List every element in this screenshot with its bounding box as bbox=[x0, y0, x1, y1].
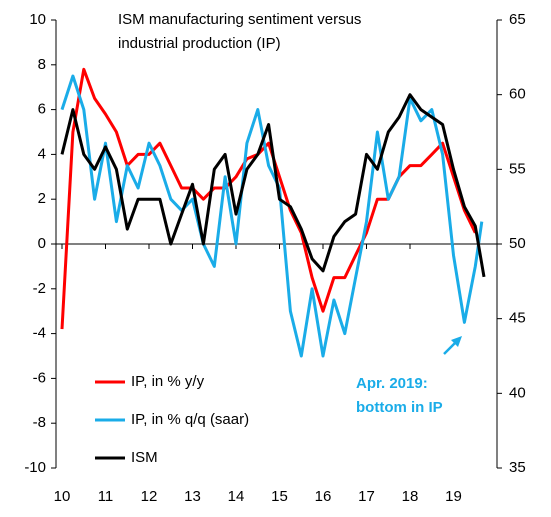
x-tick-label: 15 bbox=[271, 488, 288, 505]
x-tick-label: 17 bbox=[358, 488, 375, 505]
y-tick-label: 10 bbox=[29, 11, 46, 28]
legend-label: ISM bbox=[131, 449, 158, 466]
y-tick-label: -4 bbox=[33, 325, 46, 342]
annotation: Apr. 2019: bbox=[356, 375, 428, 392]
legend-label: IP, in % y/y bbox=[131, 373, 205, 390]
y2-tick-label: 45 bbox=[509, 310, 526, 327]
y2-tick-label: 55 bbox=[509, 160, 526, 177]
y2-tick-label: 60 bbox=[509, 86, 526, 103]
series-line bbox=[60, 93, 486, 278]
y-tick-label: -10 bbox=[24, 459, 46, 476]
x-tick-label: 12 bbox=[141, 488, 158, 505]
series-line bbox=[60, 67, 477, 330]
y2-tick-label: 65 bbox=[509, 11, 526, 28]
x-tick-label: 18 bbox=[402, 488, 419, 505]
x-tick-label: 10 bbox=[54, 488, 71, 505]
chart-title: ISM manufacturing sentiment versus bbox=[118, 11, 361, 28]
y-tick-label: 2 bbox=[38, 190, 46, 207]
y-tick-label: 0 bbox=[38, 235, 46, 252]
chart-title: industrial production (IP) bbox=[118, 35, 281, 52]
x-tick-label: 11 bbox=[98, 488, 114, 505]
x-tick-label: 16 bbox=[315, 488, 332, 505]
x-tick-label: 13 bbox=[184, 488, 201, 505]
y2-tick-label: 35 bbox=[509, 459, 526, 476]
annotation: bottom in IP bbox=[356, 399, 443, 416]
legend-label: IP, in % q/q (saar) bbox=[131, 411, 249, 428]
x-tick-label: 14 bbox=[228, 488, 245, 505]
y-tick-label: 6 bbox=[38, 101, 46, 118]
y-tick-label: -2 bbox=[33, 280, 46, 297]
x-tick-label: 19 bbox=[445, 488, 462, 505]
y-tick-label: 4 bbox=[38, 145, 46, 162]
y2-tick-label: 50 bbox=[509, 235, 526, 252]
y-tick-label: 8 bbox=[38, 56, 46, 73]
series-line bbox=[60, 74, 484, 358]
y-tick-label: -6 bbox=[33, 369, 46, 386]
y2-tick-label: 40 bbox=[509, 384, 526, 401]
annotation-arrowhead bbox=[451, 336, 462, 347]
y-tick-label: -8 bbox=[33, 414, 46, 431]
